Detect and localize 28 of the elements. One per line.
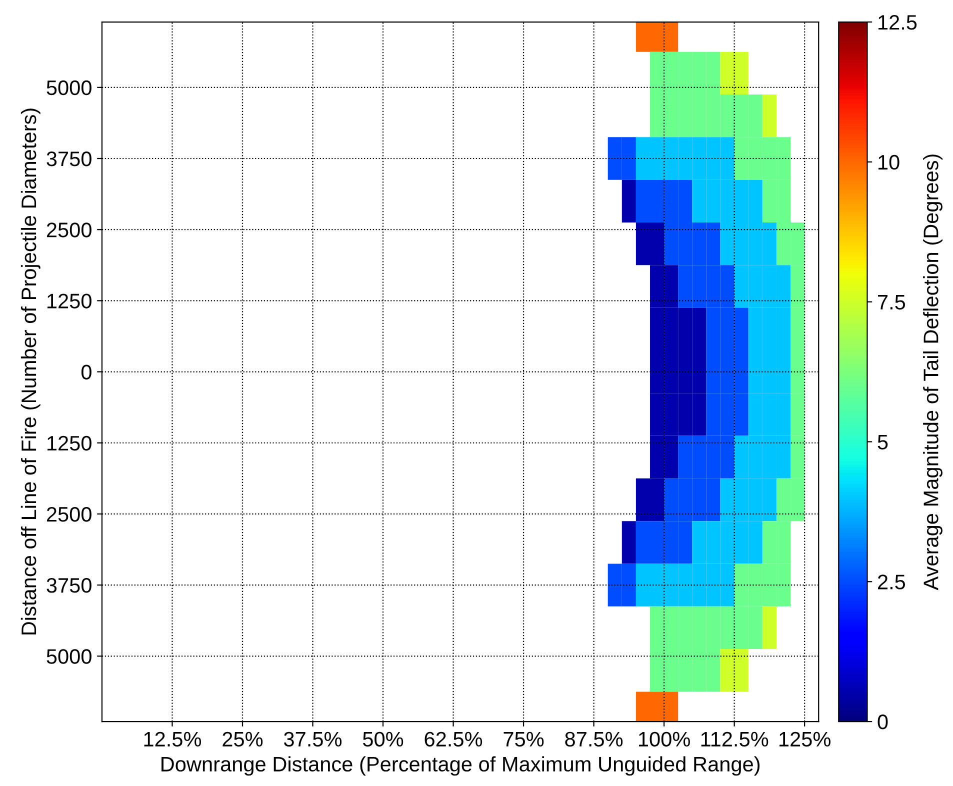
color-bar-title: Average Magnitude of Tail Deflection (Degrees) [923, 154, 942, 590]
x-tick-label: 112.5% [701, 732, 768, 747]
y-axis-title: Distance off Line of Fire (Number of Projectile Diameters) [20, 108, 40, 634]
color-bar-label: 10 [878, 154, 900, 170]
y-tick-label: 3750 [46, 152, 92, 166]
x-tick-label: 100% [639, 732, 690, 747]
color-bar-label: 2.5 [878, 574, 906, 590]
y-tick-label: 0 [81, 364, 92, 380]
y-tick-label: 3750 [46, 578, 92, 593]
x-tick-label: 75% [504, 732, 544, 747]
x-tick-label: 12.5% [144, 732, 202, 747]
y-tick-label: 1250 [47, 436, 92, 451]
x-tick-label: 62.5% [424, 732, 482, 747]
x-tick-label: 25% [222, 732, 263, 747]
x-tick-label: 37.5% [284, 732, 342, 747]
x-tick-label: 125% [780, 732, 830, 747]
y-tick-label: 1250 [47, 294, 92, 308]
color-bar-label: 0 [878, 714, 888, 730]
x-tick-label: 87.5% [565, 732, 623, 747]
color-bar-label: 12.5 [878, 15, 917, 30]
y-tick-label: 2500 [46, 506, 92, 522]
x-axis-title: Downrange Distance (Percentage of Maximum Unguided Range) [162, 756, 760, 776]
x-tick-label: 50% [363, 732, 404, 747]
color-bar-label: 5 [878, 434, 888, 450]
color-bar-label: 7.5 [878, 295, 906, 310]
y-tick-label: 5000 [46, 649, 92, 664]
y-tick-label: 2500 [46, 222, 92, 238]
y-tick-label: 5000 [46, 80, 92, 96]
